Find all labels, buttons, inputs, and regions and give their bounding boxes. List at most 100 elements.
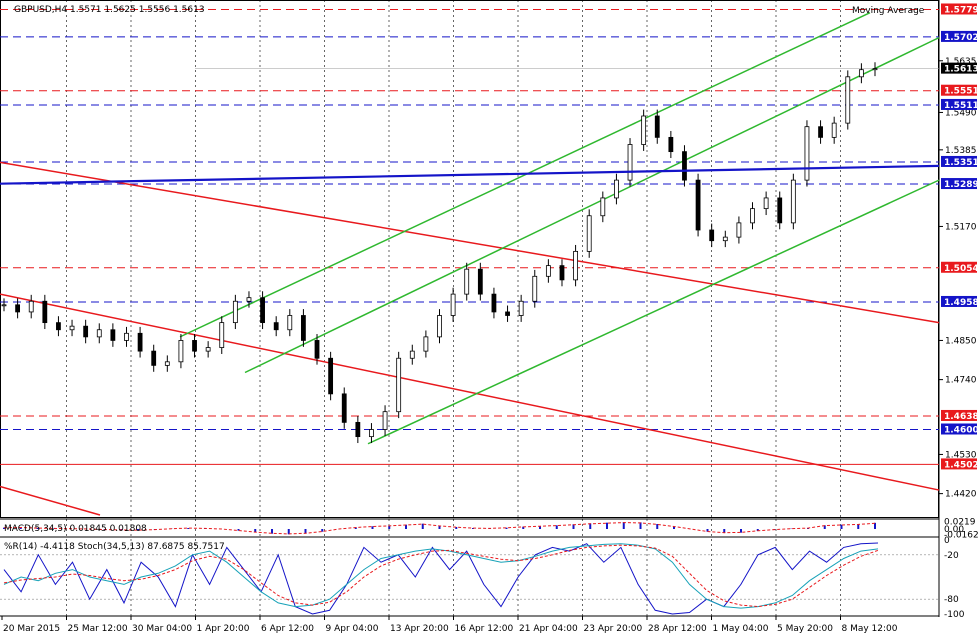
x-tick-label: 30 Mar 04:00 (132, 624, 192, 634)
downtrend-channel-top (0, 161, 940, 324)
candle-body (736, 222, 742, 238)
candle-body (314, 340, 320, 359)
level-label-box (941, 295, 977, 307)
uptrend-channel-bottom (367, 179, 940, 445)
candle-body (464, 268, 470, 295)
x-tick-label: 16 Apr 12:00 (455, 624, 514, 634)
candle-body (396, 357, 402, 413)
moving-average-line (0, 164, 940, 185)
level-label: 1.5511 (944, 101, 979, 111)
price-tick-label: 1.5635 (945, 57, 977, 67)
osc-tick-label: -100 (944, 610, 965, 620)
candlestick-series (1, 62, 878, 444)
candle-body (246, 297, 252, 302)
level-label-box (941, 423, 977, 435)
candle-body (69, 325, 75, 331)
level-labels: 1.5779 1.5702 1.5551 1.5511 1.5351 1.5289 1.50… (941, 3, 979, 470)
x-tick-label: 5 May 20:00 (777, 624, 833, 634)
candle-body (668, 136, 674, 153)
price-tick-label: 1.4530 (945, 450, 977, 460)
uptrend-channel-mid (244, 36, 940, 374)
candle-body (505, 311, 510, 316)
candle-body (42, 300, 48, 324)
candle-body (722, 236, 728, 242)
candle-body (137, 332, 143, 352)
level-label-box (941, 261, 977, 273)
x-tick-label: 25 Mar 12:00 (68, 624, 128, 634)
candle-body (573, 250, 578, 281)
time-axis-labels: 20 Mar 2015 25 Mar 12:00 30 Mar 04:00 1 Apr… (1, 616, 898, 634)
candle-body (341, 393, 347, 423)
support-resistance-levels (0, 8, 939, 465)
price-tick-label: 1.5490 (945, 108, 977, 118)
candle-body (491, 293, 497, 313)
candle-body (450, 293, 456, 316)
oscillator-label: %R(14) -4.4118 Stoch(34,5,13) 87.6875 85… (4, 542, 225, 552)
osc-tick-label: -80 (944, 595, 959, 605)
williams-r-line (3, 542, 879, 615)
level-label-box (941, 155, 977, 167)
x-tick-label: 1 Apr 20:00 (197, 624, 250, 634)
candle-body (790, 179, 796, 224)
candle-body (301, 315, 306, 341)
macd-tick-label: 0.00 (944, 525, 964, 535)
candle-body (545, 265, 551, 277)
level-label-box (941, 409, 977, 421)
candle-body (641, 115, 647, 145)
stochastic-signal-line (3, 544, 879, 608)
level-label: 1.4638 (944, 412, 979, 422)
candle-body (1, 304, 7, 307)
price-tick-label: 1.4420 (945, 490, 977, 500)
x-tick-label: 8 May 12:00 (842, 624, 898, 634)
level-label-box (941, 98, 977, 110)
level-label-box (941, 84, 977, 96)
current-price-box (941, 62, 977, 74)
candle-body (654, 115, 660, 138)
current-price-label: 1.5613 (944, 65, 979, 75)
level-label: 1.5351 (944, 158, 979, 168)
level-label-box (941, 30, 977, 42)
indicator-label: Moving Average (852, 6, 925, 16)
candle-body (682, 151, 687, 181)
candle-body (124, 332, 129, 341)
candle-body (328, 357, 334, 395)
candle-body (382, 411, 388, 430)
level-label: 1.5702 (944, 33, 979, 43)
candle-body (409, 350, 415, 359)
candle-body (763, 197, 769, 210)
price-tick-label: 1.5385 (945, 146, 977, 156)
candle-body (56, 322, 61, 331)
candle-body (164, 361, 170, 366)
stochastic-main-line (3, 543, 879, 609)
candle-body (750, 208, 755, 224)
candle-body (477, 268, 483, 295)
candle-body (600, 197, 606, 217)
candle-body (845, 76, 851, 124)
downtrend-channel-low (0, 485, 101, 516)
candle-body (627, 144, 633, 181)
macd-signal-line (3, 522, 876, 535)
x-tick-label: 21 Apr 04:00 (519, 624, 578, 634)
macd-label: MACD(5,34,5) 0.01845 0.01808 (4, 524, 147, 534)
candle-body (518, 300, 524, 316)
candle-body (260, 297, 265, 324)
candle-body (205, 347, 211, 352)
candle-body (369, 429, 374, 438)
x-tick-label: 13 Apr 20:00 (390, 624, 449, 634)
candle-body (559, 265, 565, 281)
candle-body (96, 329, 102, 338)
candle-body (178, 340, 184, 363)
oscillator-indicator: 0 -20 -80 -100 (0, 536, 965, 620)
candle-body (614, 179, 619, 199)
candle-body (818, 126, 823, 138)
level-label: 1.5054 (944, 264, 979, 274)
level-label: 1.5779 (944, 5, 979, 15)
candle-body (28, 300, 34, 313)
candle-body (83, 325, 89, 338)
vertical-grid (66, 0, 841, 616)
osc-tick-label: 0 (944, 536, 950, 546)
osc-tick-label: -20 (944, 551, 959, 561)
price-tick-label: 1.5170 (945, 222, 977, 232)
